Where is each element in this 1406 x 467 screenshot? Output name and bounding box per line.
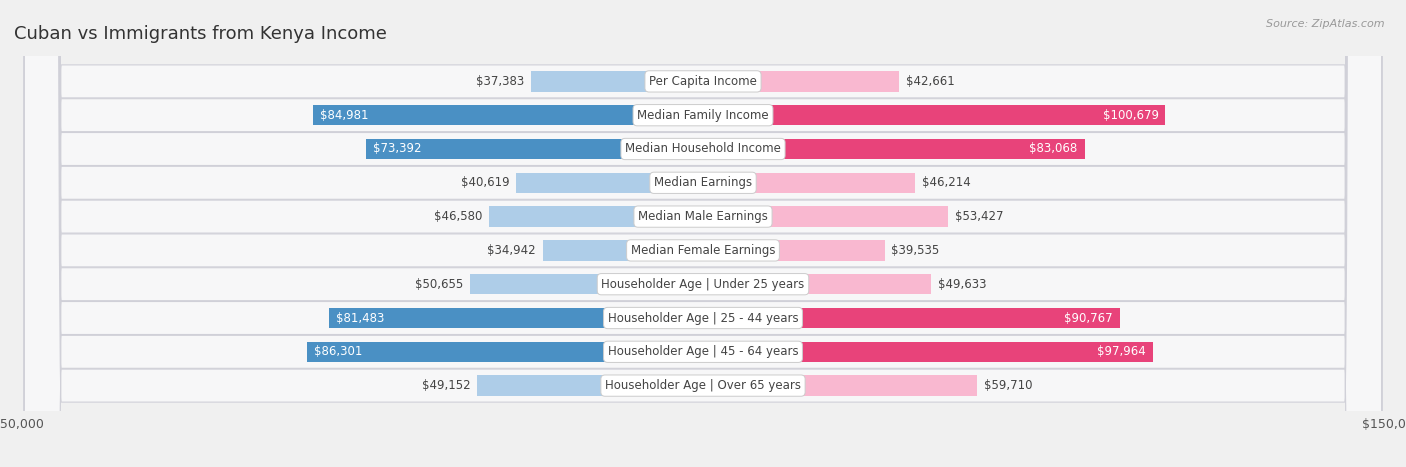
Bar: [489, 206, 703, 227]
Text: $90,767: $90,767: [1064, 311, 1114, 325]
Bar: [703, 71, 898, 92]
Text: $81,483: $81,483: [336, 311, 384, 325]
Text: Median Earnings: Median Earnings: [654, 177, 752, 189]
Text: $37,383: $37,383: [477, 75, 524, 88]
Bar: [477, 375, 703, 396]
Text: Householder Age | Over 65 years: Householder Age | Over 65 years: [605, 379, 801, 392]
Text: $46,214: $46,214: [922, 177, 972, 189]
Bar: [471, 274, 703, 294]
Text: $86,301: $86,301: [314, 345, 361, 358]
Text: $59,710: $59,710: [984, 379, 1032, 392]
Text: $40,619: $40,619: [461, 177, 509, 189]
Text: Median Family Income: Median Family Income: [637, 109, 769, 122]
Bar: [516, 173, 703, 193]
Text: $39,535: $39,535: [891, 244, 939, 257]
Text: Householder Age | 25 - 44 years: Householder Age | 25 - 44 years: [607, 311, 799, 325]
FancyBboxPatch shape: [24, 0, 1382, 467]
Text: Median Male Earnings: Median Male Earnings: [638, 210, 768, 223]
Bar: [703, 274, 931, 294]
Text: Source: ZipAtlas.com: Source: ZipAtlas.com: [1267, 19, 1385, 28]
Bar: [543, 240, 703, 261]
Text: $84,981: $84,981: [319, 109, 368, 122]
Bar: [703, 173, 915, 193]
Text: Median Household Income: Median Household Income: [626, 142, 780, 156]
Bar: [703, 342, 1153, 362]
Text: $73,392: $73,392: [373, 142, 422, 156]
FancyBboxPatch shape: [24, 0, 1382, 467]
Text: $49,633: $49,633: [938, 278, 987, 290]
Text: $53,427: $53,427: [955, 210, 1004, 223]
Text: $83,068: $83,068: [1029, 142, 1077, 156]
Bar: [531, 71, 703, 92]
Bar: [312, 105, 703, 125]
Text: Per Capita Income: Per Capita Income: [650, 75, 756, 88]
Text: $46,580: $46,580: [434, 210, 482, 223]
FancyBboxPatch shape: [24, 0, 1382, 467]
Bar: [703, 375, 977, 396]
FancyBboxPatch shape: [24, 0, 1382, 467]
Text: $97,964: $97,964: [1097, 345, 1146, 358]
Bar: [366, 139, 703, 159]
Text: $100,679: $100,679: [1102, 109, 1159, 122]
Text: $49,152: $49,152: [422, 379, 471, 392]
Bar: [703, 105, 1166, 125]
Text: $42,661: $42,661: [905, 75, 955, 88]
FancyBboxPatch shape: [24, 0, 1382, 467]
FancyBboxPatch shape: [24, 0, 1382, 467]
Text: $50,655: $50,655: [415, 278, 464, 290]
Text: Householder Age | Under 25 years: Householder Age | Under 25 years: [602, 278, 804, 290]
FancyBboxPatch shape: [24, 0, 1382, 467]
FancyBboxPatch shape: [24, 0, 1382, 467]
Bar: [307, 342, 703, 362]
FancyBboxPatch shape: [24, 0, 1382, 467]
FancyBboxPatch shape: [24, 0, 1382, 467]
Text: Cuban vs Immigrants from Kenya Income: Cuban vs Immigrants from Kenya Income: [14, 25, 387, 43]
Bar: [703, 308, 1121, 328]
Text: Householder Age | 45 - 64 years: Householder Age | 45 - 64 years: [607, 345, 799, 358]
Text: Median Female Earnings: Median Female Earnings: [631, 244, 775, 257]
Bar: [703, 139, 1084, 159]
Bar: [329, 308, 703, 328]
Bar: [703, 240, 884, 261]
Text: $34,942: $34,942: [486, 244, 536, 257]
Bar: [703, 206, 949, 227]
